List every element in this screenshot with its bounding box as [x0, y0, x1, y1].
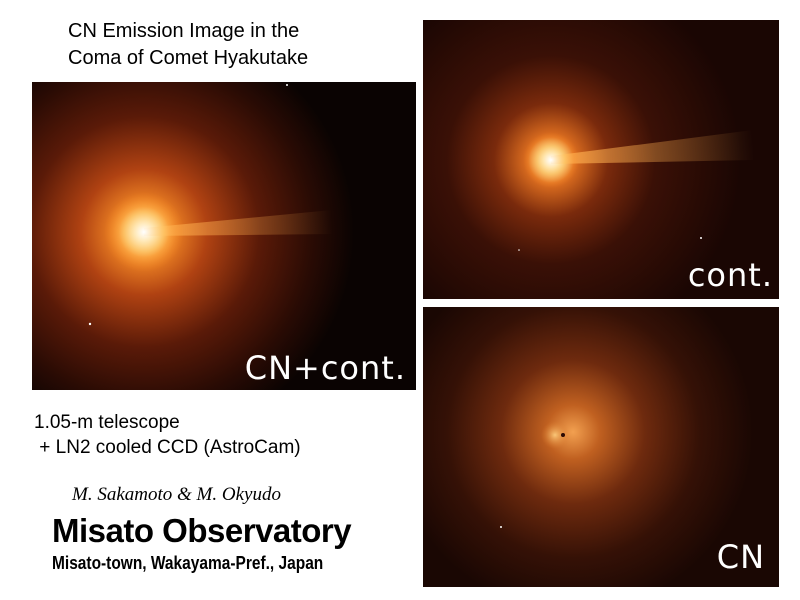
image-title: CN Emission Image in the Coma of Comet H…	[68, 18, 398, 72]
observatory-location: Misato-town, Wakayama-Pref., Japan	[52, 553, 324, 573]
authors-text: M. Sakamoto & M. Okyudo	[72, 484, 281, 505]
observatory-name: Misato Observatory	[52, 512, 352, 549]
ccd-text: + LN2 cooled CCD (AstroCam)	[34, 437, 301, 458]
combined-image-panel: CN+cont.	[32, 82, 416, 390]
combined-comet-image	[32, 82, 416, 390]
cn-image-panel: CN	[423, 307, 779, 587]
telescope-text: 1.05-m telescope	[34, 412, 180, 433]
continuum-panel-label: cont.	[687, 256, 773, 294]
instrument-info: 1.05-m telescope + LN2 cooled CCD (Astro…	[34, 410, 301, 460]
title-line-1: CN Emission Image in the	[68, 20, 300, 42]
continuum-image-panel: cont.	[423, 20, 779, 299]
combined-panel-label: CN+cont.	[244, 349, 406, 387]
continuum-comet-image	[423, 20, 779, 299]
title-line-2: Coma of Comet Hyakutake	[68, 47, 309, 69]
cn-comet-image	[423, 307, 779, 587]
cn-panel-label: CN	[716, 538, 765, 576]
